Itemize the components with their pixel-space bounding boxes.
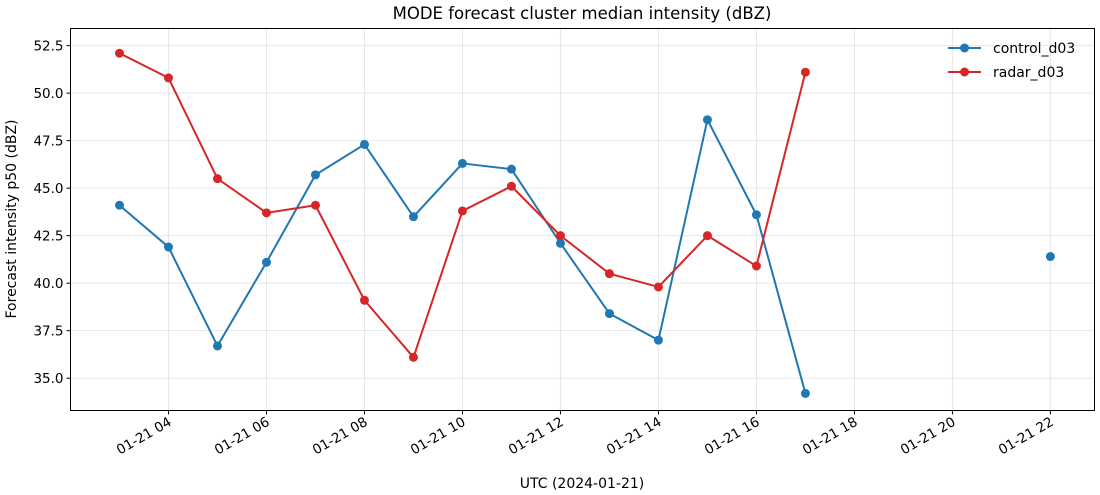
legend-marker <box>960 67 969 77</box>
legend-item-radar_d03: radar_d03 <box>948 65 1064 81</box>
data-point <box>408 212 418 222</box>
series-layer <box>114 48 1055 398</box>
grid <box>70 28 1095 411</box>
y-tick-label: 47.5 <box>33 134 63 150</box>
x-tick-label: 01-21 18 <box>800 414 861 458</box>
x-axis: 01-21 04 01-21 06 01-21 08 01-21 10 01-21 12… <box>114 410 1057 458</box>
series-radar_d03 <box>114 48 810 362</box>
chart-title: MODE forecast cluster median intensity (… <box>393 4 772 23</box>
y-tick-label: 35.0 <box>33 371 63 387</box>
data-point <box>555 231 565 241</box>
legend-item-control_d03: control_d03 <box>948 41 1075 57</box>
series-control_d03 <box>114 115 1055 398</box>
data-point <box>261 257 271 267</box>
data-point <box>212 341 222 351</box>
data-point <box>751 210 761 220</box>
data-point <box>408 352 418 362</box>
y-tick-label: 50.0 <box>33 86 63 102</box>
data-point <box>1045 252 1055 262</box>
x-tick-label: 01-21 12 <box>506 414 567 458</box>
data-point <box>114 200 124 210</box>
data-point <box>751 261 761 271</box>
data-point <box>653 335 663 345</box>
y-tick-label: 42.5 <box>33 229 63 245</box>
y-axis-label: Forecast intensity p50 (dBZ) <box>4 120 20 319</box>
data-point <box>359 139 369 149</box>
x-tick-label: 01-21 10 <box>408 414 469 458</box>
data-point <box>506 181 516 191</box>
x-tick-label: 01-21 08 <box>310 414 371 458</box>
data-point <box>359 295 369 305</box>
y-tick-label: 52.5 <box>33 39 63 55</box>
data-point <box>506 164 516 174</box>
data-point <box>702 231 712 241</box>
data-point <box>261 208 271 218</box>
data-point <box>310 170 320 180</box>
data-point <box>310 200 320 210</box>
data-point <box>702 115 712 125</box>
legend-label: control_d03 <box>993 41 1075 57</box>
y-tick-label: 37.5 <box>33 324 63 340</box>
legend-label: radar_d03 <box>993 65 1064 81</box>
x-tick-label: 01-21 04 <box>114 414 175 458</box>
data-point <box>800 67 810 77</box>
y-tick-label: 40.0 <box>33 276 63 292</box>
plot-frame <box>70 28 1095 411</box>
data-point <box>604 269 614 279</box>
y-axis: 35.0 37.5 40.0 42.5 45.0 47.5 50.0 52.5 <box>33 39 71 387</box>
data-point <box>114 48 124 58</box>
data-point <box>800 388 810 398</box>
data-point <box>163 73 173 83</box>
data-point <box>457 206 467 216</box>
y-tick-label: 45.0 <box>33 181 63 197</box>
data-point <box>653 282 663 292</box>
data-point <box>212 174 222 184</box>
x-axis-label: UTC (2024-01-21) <box>520 476 645 492</box>
data-point <box>604 309 614 319</box>
x-tick-label: 01-21 14 <box>604 414 665 458</box>
x-tick-label: 01-21 16 <box>702 414 763 458</box>
legend: control_d03 radar_d03 <box>948 41 1075 81</box>
x-tick-label: 01-21 20 <box>898 414 959 458</box>
x-tick-label: 01-21 06 <box>212 414 273 458</box>
data-point <box>457 158 467 168</box>
data-point <box>163 242 173 252</box>
legend-marker <box>960 43 969 53</box>
data-point <box>555 238 565 248</box>
x-tick-label: 01-21 22 <box>996 414 1057 458</box>
